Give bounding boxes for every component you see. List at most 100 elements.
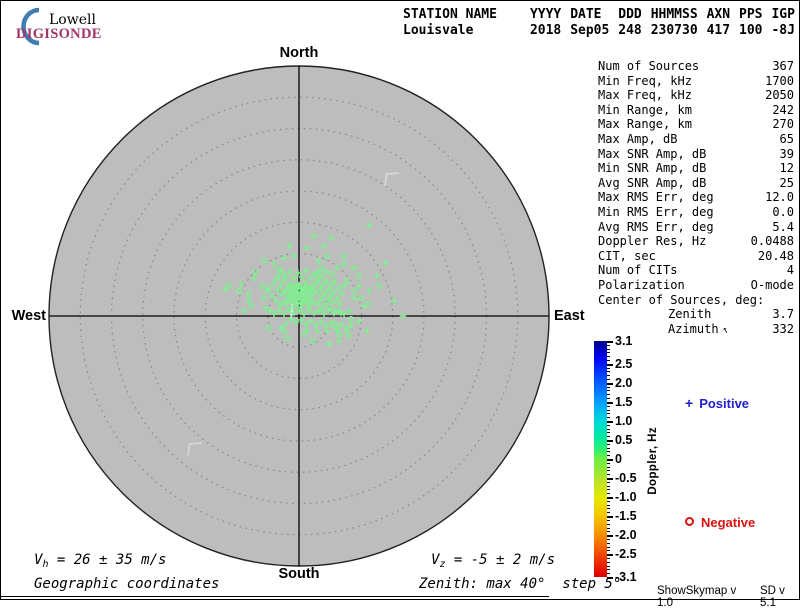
colorbar-minor-tick — [607, 447, 610, 449]
source-marker-circle — [283, 334, 291, 342]
source-marker-plus — [328, 281, 336, 289]
station-header: STATION NAME Louisvale YYYY 2018 DATE Sep05 DD… — [403, 7, 795, 39]
colorbar-axis-label: Doppler, Hz — [647, 427, 659, 495]
stats-value: 65 — [779, 131, 794, 146]
source-marker-plus — [308, 298, 316, 306]
stats-row: Max Range, km 270 — [598, 117, 794, 132]
zenith-range-note: Zenith: max 40° step 5° — [419, 576, 622, 592]
source-marker-plus — [317, 318, 325, 326]
source-marker-plus — [312, 280, 320, 288]
source-marker-plus — [330, 288, 338, 296]
header-column: YYYY 2018 — [530, 7, 561, 39]
legend-negative: Negative — [685, 515, 755, 530]
colorbar-minor-tick — [607, 424, 610, 426]
source-marker-plus — [315, 307, 323, 315]
source-marker-circle — [260, 257, 268, 265]
source-marker-plus — [350, 264, 358, 272]
stats-label: Max Amp, dB — [598, 131, 678, 146]
colorbar-minor-tick — [607, 455, 610, 457]
header-column-value: 248 — [618, 23, 642, 38]
colorbar-minor-tick — [607, 546, 610, 548]
source-marker-plus — [304, 300, 312, 308]
source-marker-plus — [355, 317, 363, 325]
source-marker-circle — [313, 272, 321, 280]
source-marker-plus — [381, 259, 389, 267]
source-marker-plus — [282, 272, 290, 280]
source-marker-plus — [333, 264, 341, 272]
stats-row: Min Range, km 242 — [598, 103, 794, 118]
source-marker-plus — [355, 282, 363, 290]
source-marker-plus — [270, 279, 278, 287]
colorbar-tick-label: 0 — [615, 452, 622, 466]
colorbar-minor-tick — [607, 405, 610, 407]
header-column: HHMMSS 230730 — [651, 7, 698, 39]
source-marker-plus — [221, 285, 229, 293]
source-marker-circle — [265, 324, 273, 332]
stats-row: Min RMS Err, deg 0.0 — [598, 205, 794, 220]
source-marker-circle — [365, 300, 373, 308]
header-column-value: 100 — [739, 23, 763, 38]
source-marker-plus — [245, 297, 253, 305]
source-marker-plus — [272, 297, 280, 305]
source-marker-circle — [280, 327, 288, 335]
colorbar-minor-tick — [607, 550, 610, 552]
source-marker-circle — [247, 302, 255, 310]
colorbar-tick-label: 0.5 — [615, 432, 633, 447]
colorbar-minor-tick — [607, 398, 610, 400]
colorbar-minor-tick — [607, 523, 610, 525]
stats-label: Min Freq, kHz — [598, 73, 692, 88]
stats-label: Azimuth↑ — [668, 322, 731, 339]
source-marker-plus — [290, 252, 298, 260]
source-marker-circle — [318, 264, 326, 272]
source-marker-plus — [288, 294, 296, 302]
header-column-value: 230730 — [650, 23, 698, 38]
stats-row: Min SNR Amp, dB 12 — [598, 161, 794, 176]
source-marker-plus — [285, 306, 293, 314]
source-marker-plus — [270, 310, 278, 318]
colorbar-minor-tick — [607, 542, 610, 544]
stats-row: Max Amp, dB 65 — [598, 132, 794, 147]
source-marker-plus — [330, 309, 338, 317]
colorbar-major-tick — [607, 420, 613, 423]
stats-row: Zenith 3.7 — [598, 307, 794, 322]
source-marker-plus — [327, 292, 335, 300]
logo-digisonde-text: DIGISONDE — [16, 26, 102, 42]
source-marker-plus — [260, 294, 268, 302]
stats-label: Center of Sources, deg: — [598, 292, 765, 307]
source-marker-plus — [302, 320, 310, 328]
source-marker-plus — [281, 287, 289, 295]
source-marker-plus — [250, 274, 258, 282]
stats-value: 5.4 — [772, 219, 794, 234]
colorbar-minor-tick — [607, 485, 610, 487]
source-marker-plus — [280, 276, 288, 284]
colorbar-minor-tick — [607, 462, 610, 464]
source-marker-plus — [345, 307, 353, 315]
header-column: AXN 417 — [707, 7, 730, 39]
source-marker-plus — [297, 303, 305, 311]
source-marker-plus — [309, 292, 317, 300]
source-marker-plus — [290, 274, 298, 282]
stats-label: Max SNR Amp, dB — [598, 146, 707, 161]
colorbar-tick-label: -1.0 — [615, 490, 637, 505]
header-column-label: STATION NAME — [403, 7, 497, 22]
source-marker-plus — [277, 281, 285, 289]
stats-value: 25 — [779, 175, 794, 190]
source-marker-circle — [245, 290, 253, 298]
source-marker-circle — [355, 272, 363, 280]
stats-row: Azimuth↑ 332 — [598, 322, 794, 339]
lowell-digisonde-logo: Lowell DIGISONDE — [11, 5, 131, 47]
app-version: ShowSkymap v 1.0 — [657, 585, 737, 609]
source-marker-plus — [289, 303, 297, 311]
source-marker-plus — [295, 307, 303, 315]
colorbar-minor-tick — [607, 348, 610, 350]
colorbar-major-tick — [607, 363, 613, 366]
header-column-label: DATE — [570, 7, 602, 22]
source-marker-plus — [319, 292, 327, 300]
source-marker-plus — [373, 272, 381, 280]
source-marker-plus — [320, 242, 328, 250]
source-marker-plus — [340, 310, 348, 318]
stats-value: 2050 — [765, 88, 794, 103]
source-marker-circle — [335, 330, 343, 338]
header-column-label: PPS — [739, 7, 763, 22]
